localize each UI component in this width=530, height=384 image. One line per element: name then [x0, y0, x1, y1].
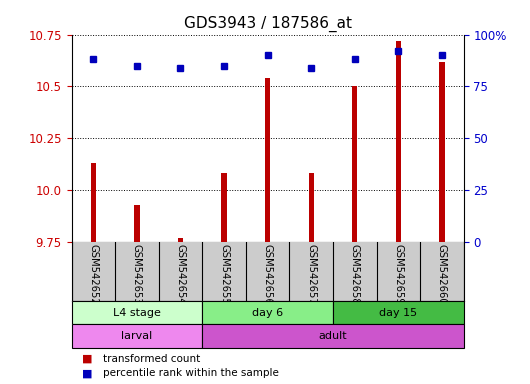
- Text: ■: ■: [82, 368, 93, 378]
- Text: percentile rank within the sample: percentile rank within the sample: [103, 368, 279, 378]
- Bar: [202, 301, 333, 324]
- Text: GSM542660: GSM542660: [437, 244, 447, 305]
- Bar: [308, 174, 314, 242]
- Bar: [352, 86, 357, 242]
- Bar: [91, 163, 96, 242]
- Text: transformed count: transformed count: [103, 354, 200, 364]
- Text: L4 stage: L4 stage: [113, 308, 161, 318]
- Text: adult: adult: [319, 331, 347, 341]
- Bar: [396, 41, 401, 242]
- Text: larval: larval: [121, 331, 153, 341]
- Bar: [333, 301, 464, 324]
- Bar: [72, 301, 202, 324]
- Bar: [202, 324, 464, 348]
- Text: GSM542652: GSM542652: [89, 244, 99, 305]
- Bar: [265, 78, 270, 242]
- Text: GSM542655: GSM542655: [219, 244, 229, 305]
- Text: GSM542654: GSM542654: [175, 244, 186, 305]
- Text: day 6: day 6: [252, 308, 283, 318]
- Text: GSM542656: GSM542656: [263, 244, 272, 305]
- Bar: [72, 324, 202, 348]
- Bar: [222, 174, 227, 242]
- Text: ■: ■: [82, 354, 93, 364]
- Title: GDS3943 / 187586_at: GDS3943 / 187586_at: [184, 16, 351, 32]
- Bar: [178, 238, 183, 242]
- Text: GSM542657: GSM542657: [306, 244, 316, 305]
- Text: GSM542653: GSM542653: [132, 244, 142, 305]
- Bar: [134, 205, 139, 242]
- Text: GSM542659: GSM542659: [393, 244, 403, 305]
- Text: GSM542658: GSM542658: [350, 244, 360, 305]
- Text: day 15: day 15: [379, 308, 418, 318]
- Bar: [439, 61, 445, 242]
